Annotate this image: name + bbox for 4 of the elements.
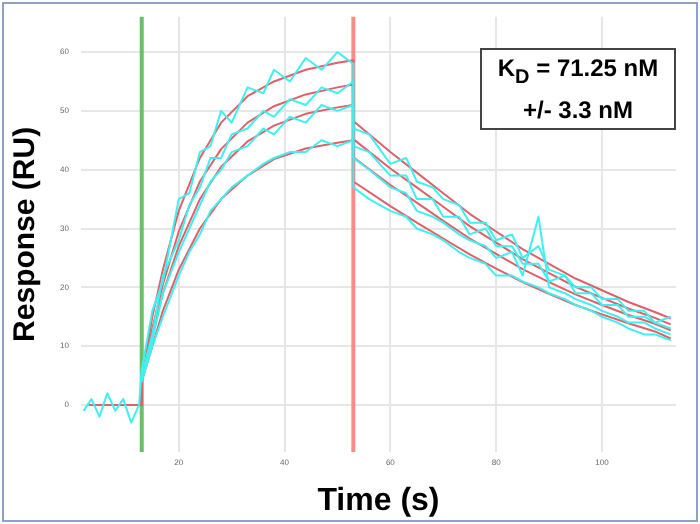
- annotation: K$_{D}$ = 71.25 nM: [495, 52, 661, 93]
- y-axis-title: Response (RU): [8, 126, 43, 342]
- annotation: +/- 3.3 nM: [520, 94, 635, 127]
- x-axis-title: Time (s): [317, 483, 440, 518]
